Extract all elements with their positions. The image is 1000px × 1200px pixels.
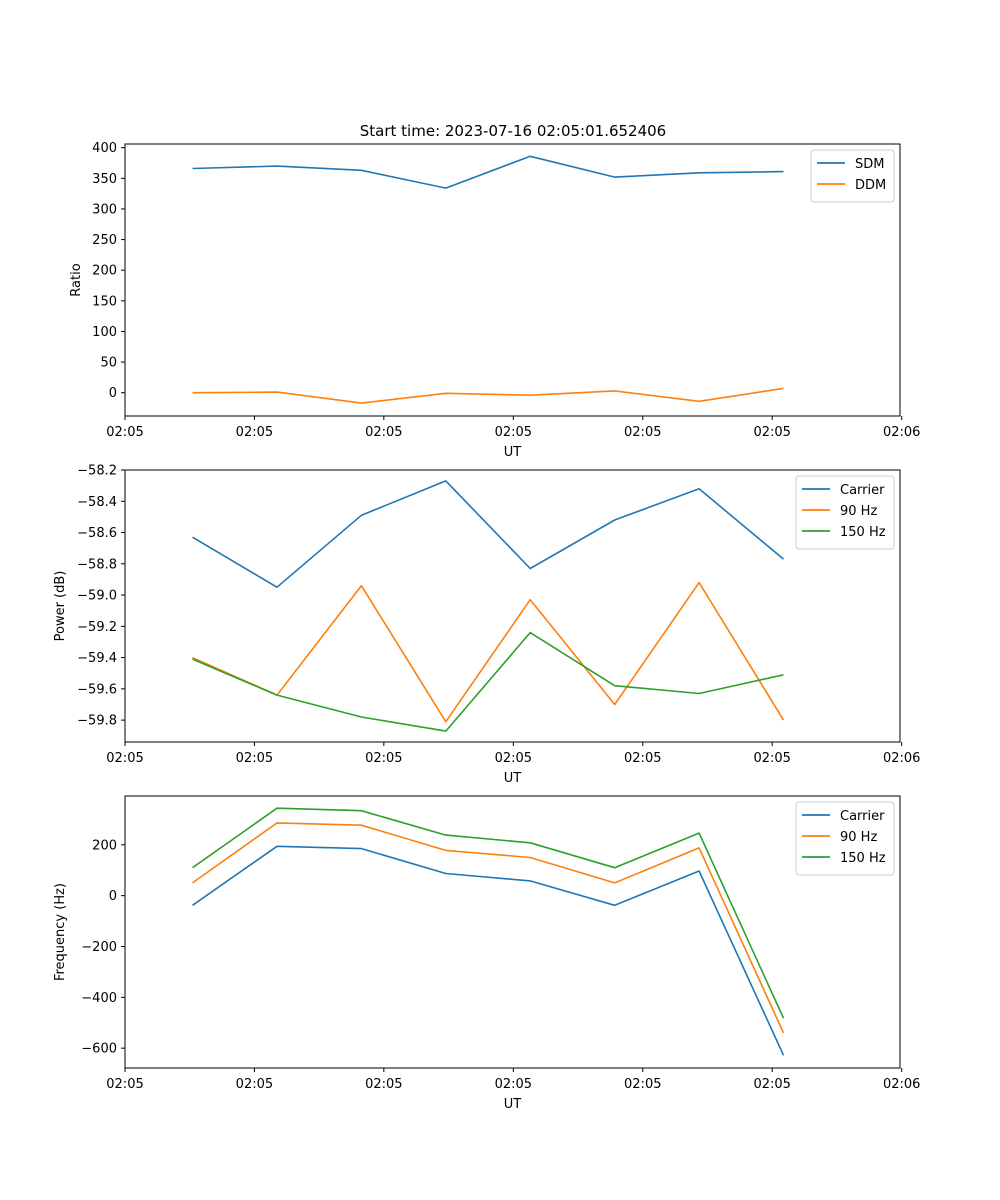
legend-label-carrier: Carrier — [840, 809, 885, 824]
x-tick-label: 02:05 — [753, 425, 790, 440]
series-line-150-hz — [192, 631, 784, 732]
y-tick-label: 300 — [92, 202, 117, 217]
legend-label-carrier: Carrier — [840, 483, 885, 498]
y-tick-label: 400 — [92, 141, 117, 156]
y-tick-label: −59.2 — [77, 620, 117, 635]
series-line-carrier — [192, 480, 785, 589]
legend-label-150-hz: 150 Hz — [840, 851, 886, 866]
y-tick-label: 350 — [92, 172, 117, 187]
series-line-sdm — [192, 155, 784, 189]
y-tick-label: −59.0 — [77, 589, 117, 604]
x-tick-label: 02:05 — [365, 1077, 402, 1092]
y-tick-label: 200 — [92, 264, 117, 279]
x-tick-label: 02:05 — [236, 751, 273, 766]
x-tick-label: 02:06 — [883, 1077, 920, 1092]
x-tick-label: 02:05 — [753, 751, 790, 766]
legend: Carrier 90 Hz 150 Hz — [795, 475, 895, 550]
x-tick-label: 02:05 — [753, 1077, 790, 1092]
chart-panel-3: 02:05 02:05 02:05 02:05 02:05 02:05 02:06 −600 −… — [53, 795, 920, 1112]
series-line-90-hz — [192, 581, 785, 723]
x-tick-label: 02:06 — [883, 751, 920, 766]
y-tick-label: −58.2 — [77, 464, 117, 479]
x-tick-label: 02:05 — [495, 1077, 532, 1092]
x-tick-label: 02:05 — [106, 425, 143, 440]
axes-frame — [124, 469, 901, 743]
y-tick-label: −58.8 — [77, 557, 117, 572]
axes-frame — [124, 795, 901, 1069]
y-tick-label: −59.8 — [77, 714, 117, 729]
y-tick-label: 0 — [109, 889, 117, 904]
figure-title: Start time: 2023-07-16 02:05:01.652406 — [360, 122, 666, 140]
y-tick-label: 150 — [92, 294, 117, 309]
axes-frame — [124, 143, 901, 417]
series-line-carrier — [192, 845, 785, 1056]
legend-label-sdm: SDM — [855, 157, 884, 172]
legend-label-90-hz: 90 Hz — [840, 504, 877, 519]
x-tick-label: 02:05 — [236, 1077, 273, 1092]
y-tick-label: 0 — [109, 386, 117, 401]
x-tick-label: 02:05 — [236, 425, 273, 440]
y-axis-label: Power (dB) — [53, 571, 68, 642]
y-tick-label: −59.6 — [77, 682, 117, 697]
y-tick-label: −400 — [81, 991, 117, 1006]
x-tick-label: 02:05 — [495, 751, 532, 766]
y-tick-label: −600 — [81, 1042, 117, 1057]
legend-label-150-hz: 150 Hz — [840, 525, 886, 540]
x-tick-label: 02:06 — [883, 425, 920, 440]
y-tick-label: −58.4 — [77, 495, 117, 510]
x-axis-label: UT — [504, 771, 522, 786]
legend: Carrier 90 Hz 150 Hz — [795, 801, 895, 876]
x-axis-label: UT — [504, 1097, 522, 1112]
y-tick-label: −59.4 — [77, 651, 117, 666]
legend: SDM DDM — [810, 149, 895, 203]
y-axis-label: Frequency (Hz) — [53, 883, 68, 981]
x-tick-label: 02:05 — [624, 1077, 661, 1092]
series-line-150-hz — [192, 807, 785, 1019]
y-tick-label: −58.6 — [77, 526, 117, 541]
x-tick-label: 02:05 — [624, 751, 661, 766]
y-tick-label: 50 — [100, 356, 117, 371]
series-line-90-hz — [192, 822, 785, 1034]
series-line-ddm — [192, 387, 784, 404]
y-tick-label: 100 — [92, 325, 117, 340]
x-tick-label: 02:05 — [495, 425, 532, 440]
y-tick-label: 200 — [92, 838, 117, 853]
chart-panel-2: 02:05 02:05 02:05 02:05 02:05 02:05 02:06 −59.8… — [53, 464, 920, 787]
x-tick-label: 02:05 — [365, 425, 402, 440]
y-tick-label: 250 — [92, 233, 117, 248]
x-tick-label: 02:05 — [106, 751, 143, 766]
y-tick-label: −200 — [81, 940, 117, 955]
legend-label-ddm: DDM — [855, 178, 886, 193]
legend-label-90-hz: 90 Hz — [840, 830, 877, 845]
x-tick-label: 02:05 — [106, 1077, 143, 1092]
x-tick-label: 02:05 — [624, 425, 661, 440]
x-tick-label: 02:05 — [365, 751, 402, 766]
y-axis-label: Ratio — [69, 263, 84, 296]
chart-panel-1: 02:05 02:05 02:05 02:05 02:05 02:05 02:06 0 50 10… — [69, 141, 920, 460]
x-axis-label: UT — [504, 445, 522, 460]
